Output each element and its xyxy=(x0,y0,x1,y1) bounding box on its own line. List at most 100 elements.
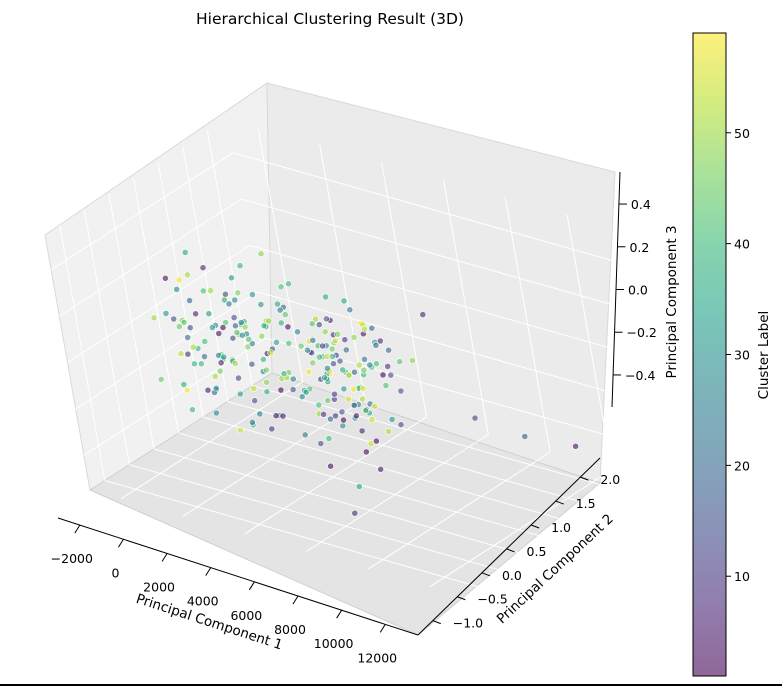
scatter-point xyxy=(319,342,326,350)
scatter-point xyxy=(327,462,334,470)
scatter-point xyxy=(238,331,246,339)
grid-line xyxy=(265,337,777,484)
scatter-point xyxy=(359,395,366,403)
colorbar-tick-label: 30 xyxy=(734,348,750,363)
scatter-point xyxy=(205,310,213,318)
scatter-point xyxy=(346,306,354,314)
grid-line xyxy=(153,448,665,595)
scatter-point xyxy=(312,315,319,323)
grid-line xyxy=(75,291,258,410)
scatter-point xyxy=(388,415,396,423)
grid-line xyxy=(306,434,489,552)
y-tick xyxy=(555,500,564,505)
floor-pane xyxy=(88,372,602,636)
scatter-point xyxy=(328,345,336,353)
scatter-point xyxy=(256,410,264,418)
scatter-point xyxy=(248,360,256,368)
scatter-point xyxy=(277,386,285,394)
scatter-point xyxy=(259,355,267,363)
scatter-point xyxy=(277,319,285,327)
scatter-point xyxy=(199,264,207,272)
scatter-point xyxy=(228,274,235,282)
scatter-point xyxy=(241,323,249,331)
scatter-point xyxy=(372,437,380,445)
scatter-point xyxy=(236,390,244,398)
scatter-point xyxy=(188,406,196,414)
colorbar-label: Cluster Label xyxy=(756,311,772,400)
scatter-point xyxy=(301,431,309,439)
chart-title: Hierarchical Clustering Result (3D) xyxy=(196,10,464,28)
scatter-point xyxy=(248,418,256,426)
scatter-point xyxy=(315,353,323,361)
y-tick xyxy=(457,596,466,601)
scatter-point xyxy=(201,353,208,360)
scatter-point xyxy=(201,337,209,345)
scatter-point xyxy=(351,368,358,376)
scatter-point xyxy=(265,317,273,325)
grid-line xyxy=(67,245,250,363)
scatter-point xyxy=(340,385,348,393)
scatter-point xyxy=(220,353,228,361)
scatter-point xyxy=(289,386,297,393)
scatter-point xyxy=(281,311,289,318)
grid-line xyxy=(252,385,763,532)
scatter-point xyxy=(344,395,352,403)
scatter-point xyxy=(229,334,237,342)
scatter-point xyxy=(321,374,328,381)
colorbar-tick-label: 20 xyxy=(734,458,750,473)
x-tick xyxy=(336,609,343,619)
scatter-point xyxy=(397,387,405,395)
scatter-point xyxy=(233,329,241,336)
scatter-point xyxy=(320,410,327,418)
grid-line xyxy=(429,469,613,588)
scatter-point xyxy=(351,509,359,517)
scatter-point xyxy=(572,442,579,450)
scatter-point xyxy=(273,338,280,346)
y-axis-line xyxy=(417,457,601,636)
grid-line xyxy=(129,464,640,611)
scatter-point xyxy=(237,319,245,326)
scatter-point xyxy=(197,360,205,368)
y-tick-label: 0.0 xyxy=(502,568,522,583)
x-tick-label: 2000 xyxy=(143,579,175,594)
scatter-point xyxy=(358,427,366,435)
y-tick-label: −0.5 xyxy=(477,592,507,607)
scatter-point xyxy=(220,296,228,304)
scatter-point xyxy=(377,465,385,473)
scatter-point xyxy=(302,388,310,396)
scatter-point xyxy=(308,320,316,328)
scatter-point xyxy=(368,324,376,332)
scatter-points xyxy=(150,248,579,517)
scatter-point xyxy=(355,483,363,490)
scatter-point xyxy=(236,426,244,434)
x-axis-line xyxy=(57,517,419,636)
x-tick-label: 0 xyxy=(111,565,119,580)
scatter-point xyxy=(277,283,285,291)
scatter-point xyxy=(321,328,329,336)
scatter-point xyxy=(260,322,268,329)
scatter-point xyxy=(419,311,427,318)
scatter-point xyxy=(368,416,376,423)
scatter-point xyxy=(225,300,233,308)
scatter-point xyxy=(285,280,292,288)
scatter-point xyxy=(248,291,256,298)
y-tick-label: 1.5 xyxy=(576,496,596,511)
scatter-point xyxy=(372,360,380,368)
scatter-point xyxy=(361,355,368,363)
scatter-point xyxy=(192,310,199,318)
scatter-point xyxy=(250,385,258,392)
scatter-point xyxy=(340,416,347,424)
scatter-point xyxy=(170,315,178,323)
scatter-point xyxy=(350,385,357,393)
scatter-point xyxy=(331,337,339,345)
scatter-point xyxy=(330,360,337,368)
scatter-point xyxy=(181,248,189,256)
scatter-point xyxy=(396,358,403,366)
scatter-point xyxy=(340,297,348,305)
scatter-point xyxy=(175,323,183,330)
scatter-point xyxy=(276,306,284,314)
scatter-point xyxy=(338,408,346,416)
scatter-point xyxy=(183,386,191,394)
